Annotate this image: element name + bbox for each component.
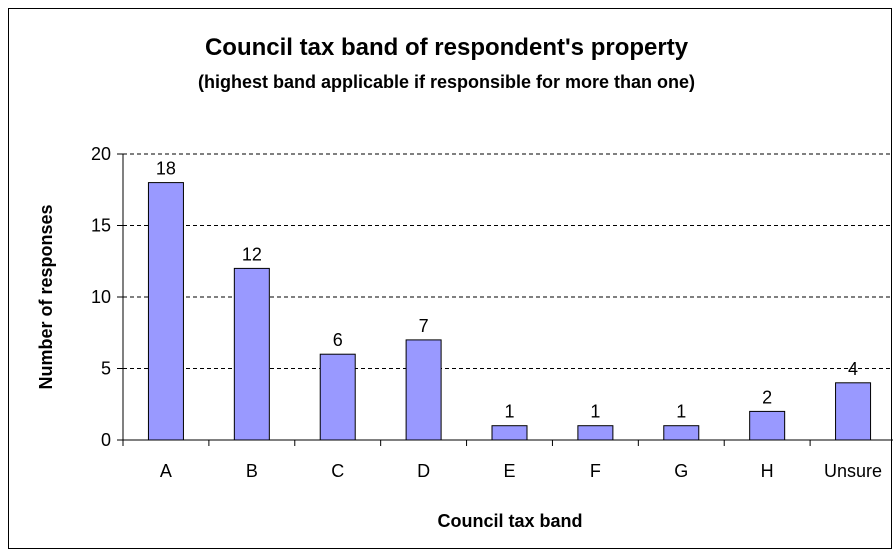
bar — [663, 425, 700, 441]
y-axis-label: Number of responses — [36, 204, 56, 389]
data-label: 2 — [762, 387, 772, 407]
y-tick-label: 10 — [91, 287, 111, 307]
x-tick-label: B — [246, 461, 258, 481]
x-axis-label: Council tax band — [437, 511, 582, 531]
bar — [577, 425, 614, 441]
y-tick-label: 0 — [101, 430, 111, 450]
x-tick-label: F — [590, 461, 601, 481]
x-tick-label: Unsure — [824, 461, 882, 481]
y-tick-label: 15 — [91, 216, 111, 236]
y-tick-label: 5 — [101, 359, 111, 379]
data-label: 6 — [333, 330, 343, 350]
axes: 0 5 10 15 20 A B C D E F G H Unsure — [91, 144, 893, 481]
data-label: 1 — [590, 402, 600, 422]
data-label: 1 — [676, 402, 686, 422]
bar — [147, 182, 184, 441]
x-tick-label: C — [331, 461, 344, 481]
data-label: 7 — [419, 316, 429, 336]
x-tick-label: E — [503, 461, 515, 481]
x-tick-label: D — [417, 461, 430, 481]
x-tick-label: A — [160, 461, 172, 481]
bar — [835, 382, 872, 441]
x-tick-label: H — [761, 461, 774, 481]
bar — [491, 425, 528, 441]
bar — [749, 410, 786, 441]
chart-title: Council tax band of respondent's propert… — [204, 34, 689, 61]
data-label: 18 — [156, 159, 176, 179]
data-label: 4 — [848, 359, 858, 379]
chart-subtitle: (highest band applicable if responsible … — [197, 72, 696, 92]
bar — [233, 267, 270, 441]
data-label: 12 — [242, 244, 262, 264]
x-tick-label: G — [674, 461, 688, 481]
bar — [405, 339, 442, 441]
data-label: 1 — [504, 402, 514, 422]
bar — [319, 353, 356, 441]
y-tick-label: 20 — [91, 144, 111, 164]
